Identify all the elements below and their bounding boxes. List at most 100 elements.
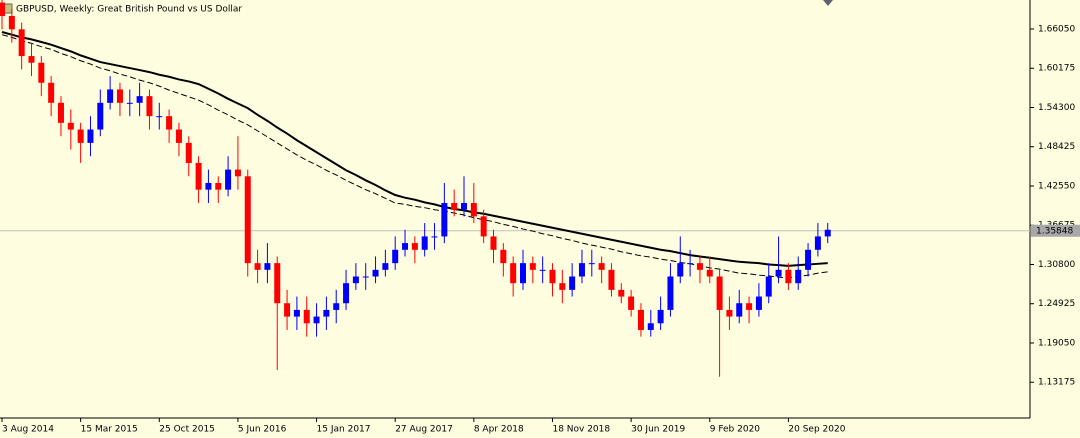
last-price-box (1031, 224, 1080, 237)
candle-body (411, 243, 418, 250)
candle-body (588, 263, 595, 265)
candle-body (28, 56, 35, 63)
candle-body (77, 129, 84, 143)
candle-body (578, 263, 585, 277)
candle-body (824, 229, 831, 237)
candle-body (352, 276, 359, 284)
candle-body (696, 263, 703, 270)
candle-body (67, 122, 74, 130)
candle-body (687, 263, 694, 265)
y-tick-label: 1.19050 (1038, 338, 1075, 348)
candle-body (559, 283, 566, 290)
candle-body (608, 269, 615, 290)
x-tick-label: 20 Sep 2020 (788, 425, 845, 435)
candle-body (402, 243, 409, 250)
candle-body (736, 303, 743, 317)
candle-body (755, 296, 762, 310)
candle-body (805, 249, 812, 270)
candle-body (706, 269, 713, 277)
candle-body (185, 142, 192, 163)
candle-body (677, 263, 684, 277)
candle-body (470, 203, 477, 217)
candle-body (569, 276, 576, 290)
candle-body (431, 236, 438, 238)
x-tick-label: 3 Aug 2014 (2, 425, 54, 435)
candle-body (392, 249, 399, 264)
candle-body (549, 269, 556, 284)
candle-body (293, 309, 300, 317)
y-tick-label: 1.54300 (1038, 103, 1075, 113)
candle-body (97, 102, 104, 130)
candle-body (657, 309, 664, 324)
candle-body (598, 263, 605, 270)
candle-body (461, 203, 468, 210)
candle-body (87, 129, 94, 143)
candle-body (254, 263, 261, 270)
y-tick-label: 1.42550 (1038, 181, 1075, 191)
y-tick-label: 1.13175 (1038, 378, 1075, 388)
candle-body (274, 263, 281, 304)
last-price-label: 1.35848 (1036, 226, 1073, 236)
candle-body (490, 236, 497, 250)
candle-body (175, 129, 182, 143)
candle-body (313, 316, 320, 324)
y-tick-label: 1.60175 (1038, 64, 1075, 74)
x-tick-label: 15 Mar 2015 (81, 425, 138, 435)
candle-body (451, 203, 458, 210)
candle-body (529, 263, 536, 270)
x-tick-label: 25 Oct 2015 (159, 425, 215, 435)
candle-body (303, 309, 310, 324)
y-tick-label: 1.48425 (1038, 142, 1075, 152)
chart-title: GBPUSD, Weekly: Great British Pound vs U… (16, 5, 242, 15)
candle-body (57, 102, 64, 123)
candle-body (480, 216, 487, 237)
candle-body (225, 169, 232, 190)
candle-body (667, 276, 674, 310)
candle-body (372, 269, 379, 277)
candle-body (382, 263, 389, 270)
candle-body (814, 236, 821, 250)
candle-body (746, 303, 753, 310)
x-tick-label: 27 Aug 2017 (395, 425, 453, 435)
x-tick-label: 18 Nov 2018 (552, 425, 610, 435)
shift-marker (823, 0, 833, 6)
candle-body (765, 276, 772, 297)
candle-body (156, 116, 163, 118)
candle-body (116, 89, 123, 103)
candle-body (107, 89, 114, 103)
candle-body (618, 289, 625, 297)
candle-body (795, 269, 802, 284)
candle-body (785, 269, 792, 284)
x-tick-label: 5 Jun 2016 (238, 425, 287, 435)
candle-body (519, 263, 526, 284)
candle-body (510, 263, 517, 284)
candle-body (234, 169, 241, 177)
candle-body (195, 162, 202, 190)
candle-body (726, 309, 733, 317)
candle-body (215, 182, 222, 190)
candle-body (323, 309, 330, 317)
candle-body (343, 283, 350, 304)
candle-body (146, 96, 153, 117)
candle-body (244, 176, 251, 264)
x-tick-label: 15 Jan 2017 (317, 425, 371, 435)
candle-body (637, 309, 644, 330)
y-tick-label: 1.24925 (1038, 299, 1075, 309)
candle-body (126, 102, 133, 104)
candle-body (18, 29, 25, 57)
candle-body (716, 276, 723, 310)
candle-body (333, 303, 340, 310)
candle-body (136, 96, 143, 103)
y-tick-label: 1.30800 (1038, 260, 1075, 270)
candle-body (500, 249, 507, 264)
candle-body (362, 276, 369, 278)
x-tick-label: 30 Jun 2019 (631, 425, 685, 435)
candle-body (38, 62, 45, 83)
candle-body (284, 303, 291, 317)
x-tick-label: 9 Feb 2020 (710, 425, 761, 435)
candle-body (8, 15, 15, 30)
x-tick-label: 8 Apr 2018 (474, 425, 524, 435)
candle-body (264, 263, 271, 270)
